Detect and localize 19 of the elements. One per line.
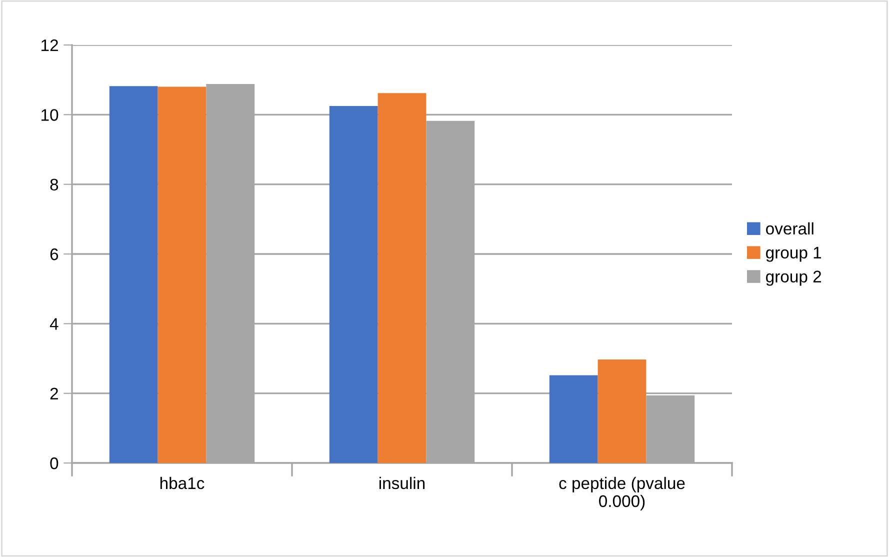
y-tick-label: 8	[50, 178, 58, 191]
x-tick-label: hba1c	[160, 476, 204, 490]
y-tick-label: 12	[42, 39, 58, 52]
y-tick-label: 6	[50, 248, 58, 260]
y-tick-label: 4	[50, 318, 58, 330]
y-tick-label: 0	[50, 457, 58, 470]
legend-label: group 1	[766, 246, 822, 262]
bar	[549, 375, 598, 463]
legend-label: overall	[766, 222, 814, 235]
y-tick-label: 10	[42, 109, 58, 121]
x-tick-label: c peptide (pvalue 0.000)	[559, 476, 685, 510]
bar	[158, 86, 206, 463]
y-tick-label: 2	[50, 388, 58, 400]
bar	[598, 360, 646, 463]
legend-label: group 2	[766, 270, 822, 286]
bar	[378, 93, 426, 463]
bar	[109, 86, 158, 463]
x-tick-label: insulin	[379, 476, 425, 490]
bar	[329, 106, 378, 463]
